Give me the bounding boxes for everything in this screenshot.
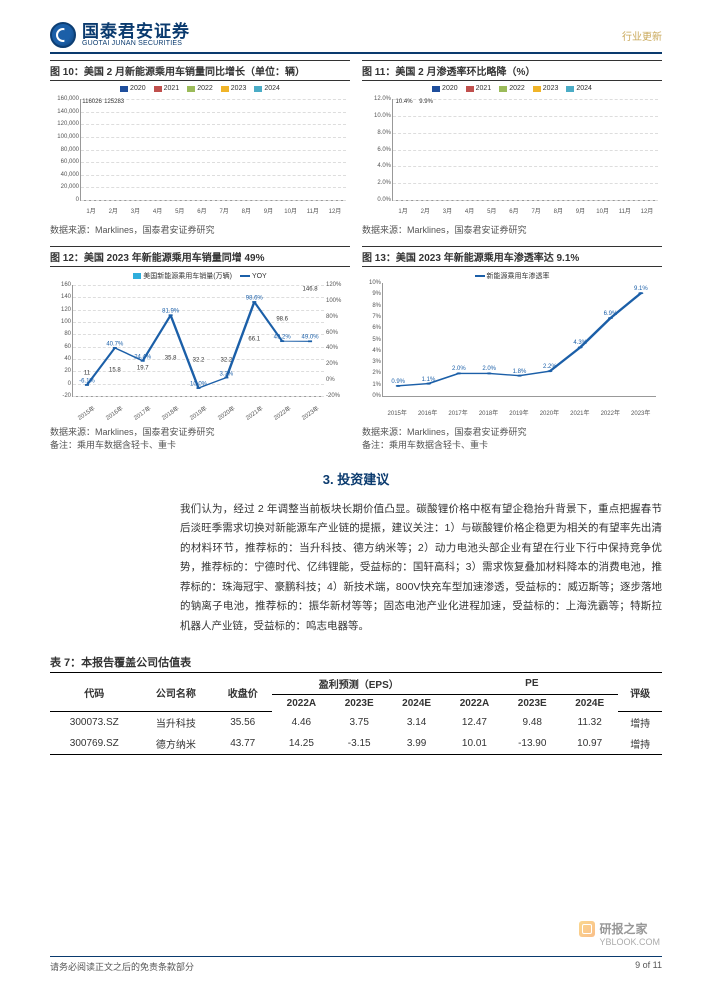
footer: 请务必阅读正文之后的免责条款部分 9 of 11 (50, 960, 662, 973)
fig10-title: 图 10：美国 2 月新能源乘用车销量同比增长（单位：辆） (50, 63, 350, 78)
fig12-note: 备注：乘用车数据含轻卡、重卡 (50, 438, 350, 451)
legend-item: 2023 (533, 85, 559, 92)
callout-label: 9.9% (419, 99, 433, 105)
fig11-chart: 202020212022202320240.0%2.0%4.0%6.0%8.0%… (362, 85, 662, 219)
logo-icon (50, 22, 76, 48)
logo: 国泰君安证券 GUOTAI JUNAN SECURITIES (50, 22, 190, 48)
fig13-title: 图 13：美国 2023 年新能源乘用车渗透率达 9.1% (362, 249, 662, 264)
fig12-source: 数据来源：Marklines，国泰君安证券研究 (50, 425, 350, 438)
legend-item: 2021 (154, 85, 180, 92)
fig12-title: 图 12：美国 2023 年新能源乘用车销量同增 49% (50, 249, 350, 264)
callout-label: 125283 (104, 99, 124, 105)
fig13-chart: 新能源乘用车渗透率0%1%2%3%4%5%6%7%8%9%10%0.9%1.1%… (362, 271, 662, 421)
legend-item: 2023 (221, 85, 247, 92)
fig13-source: 数据来源：Marklines，国泰君安证券研究 (362, 425, 662, 438)
legend-item: 2020 (120, 85, 146, 92)
watermark: 研报之家 YBLOOK.COM (579, 920, 660, 947)
footer-left: 请务必阅读正文之后的免责条款部分 (50, 960, 194, 973)
fig11-source: 数据来源：Marklines，国泰君安证券研究 (362, 223, 662, 236)
table-row: 300073.SZ当升科技35.564.463.753.1412.479.481… (50, 712, 662, 734)
legend-item: 2020 (432, 85, 458, 92)
page-header: 国泰君安证券 GUOTAI JUNAN SECURITIES 行业更新 (50, 22, 662, 48)
doc-type: 行业更新 (622, 28, 662, 43)
legend-item: 2022 (499, 85, 525, 92)
fig10-chart: 20202021202220232024020,00040,00060,0008… (50, 85, 350, 219)
table-row: 300769.SZ德方纳米43.7714.25-3.153.9910.01-13… (50, 733, 662, 755)
legend-item: 2022 (187, 85, 213, 92)
table7: 代码公司名称收盘价盈利预测（EPS）PE评级2022A2023E2024E202… (50, 672, 662, 756)
fig13-note: 备注：乘用车数据含轻卡、重卡 (362, 438, 662, 451)
watermark-url: YBLOOK.COM (599, 937, 660, 947)
fig12-chart: 美国新能源乘用车销量(万辆)YOY-2002040608010012014016… (50, 271, 350, 421)
watermark-cn: 研报之家 (599, 920, 647, 937)
section-body: 我们认为，经过 2 年调整当前板块长期价值凸显。碳酸锂价格中枢有望企稳抬升背景下… (180, 500, 662, 636)
header-rule (50, 52, 662, 54)
footer-right: 9 of 11 (635, 960, 662, 973)
fig11-title: 图 11：美国 2 月渗透率环比略降（%） (362, 63, 662, 78)
watermark-icon (579, 921, 595, 937)
legend-item: 2024 (254, 85, 280, 92)
callout-label: 10.4% (396, 99, 413, 105)
table7-title: 表 7：本报告覆盖公司估值表 (50, 654, 662, 670)
footer-rule (50, 956, 662, 958)
section-heading: 3. 投资建议 (50, 469, 662, 488)
callout-label: 116026 (82, 99, 102, 105)
legend-item: 2021 (466, 85, 492, 92)
legend-item: 2024 (566, 85, 592, 92)
fig10-source: 数据来源：Marklines，国泰君安证券研究 (50, 223, 350, 236)
logo-cn: 国泰君安证券 (82, 23, 190, 40)
logo-en: GUOTAI JUNAN SECURITIES (82, 40, 190, 47)
